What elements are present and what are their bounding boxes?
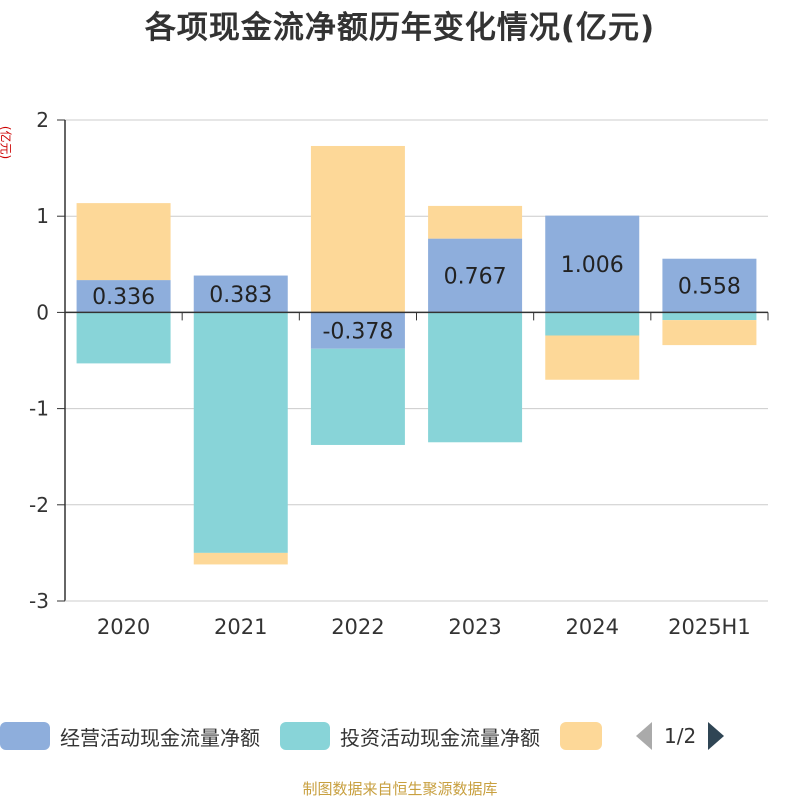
x-tick-label: 2025H1 <box>668 615 751 639</box>
source-note: 制图数据来自恒生聚源数据库 <box>302 780 498 798</box>
legend: 经营活动现金流量净额 投资活动现金流量净额 1/2 <box>0 716 800 756</box>
legend-item-investing[interactable]: 投资活动现金流量净额 <box>280 722 540 751</box>
bar-operating-2024[interactable] <box>545 215 640 313</box>
bar-financing-2024[interactable] <box>545 335 640 380</box>
x-tick-label: 2023 <box>448 615 501 639</box>
data-label: 0.767 <box>444 265 507 290</box>
y-tick-label: -3 <box>29 589 49 613</box>
pager-prev-icon[interactable] <box>636 722 652 750</box>
legend-pager: 1/2 <box>636 722 725 750</box>
y-tick-label: 1 <box>36 204 49 228</box>
y-tick-label: -1 <box>29 397 49 421</box>
bar-operating-2020[interactable] <box>76 280 171 313</box>
bar-operating-2023[interactable] <box>428 238 523 313</box>
bar-investing-2021[interactable] <box>193 312 288 553</box>
bar-operating-2021[interactable] <box>193 275 288 313</box>
x-tick-label: 2020 <box>97 615 150 639</box>
y-tick-label: 2 <box>36 108 49 132</box>
pager-text: 1/2 <box>664 724 697 748</box>
x-tick-label: 2024 <box>566 615 619 639</box>
bar-financing-2022[interactable] <box>310 145 405 313</box>
data-label: 0.558 <box>678 275 741 300</box>
chart-title: 各项现金流净额历年变化情况(亿元) <box>144 10 656 46</box>
legend-swatch-investing <box>280 722 330 750</box>
x-tick-label: 2021 <box>214 615 267 639</box>
x-tick-label: 2022 <box>331 615 384 639</box>
bar-financing-2020[interactable] <box>76 203 171 281</box>
bar-operating-2022[interactable] <box>310 312 405 349</box>
legend-label-investing: 投资活动现金流量净额 <box>340 725 540 750</box>
bar-investing-2025H1[interactable] <box>662 312 757 321</box>
bar-operating-2025H1[interactable] <box>662 258 757 313</box>
bar-investing-2022[interactable] <box>310 348 405 445</box>
bar-investing-2020[interactable] <box>76 312 171 364</box>
bar-financing-2025H1[interactable] <box>662 320 757 346</box>
y-tick-label: 0 <box>36 300 49 324</box>
bar-financing-2023[interactable] <box>428 205 523 239</box>
pager-next-icon[interactable] <box>708 722 725 750</box>
bar-financing-2021[interactable] <box>193 552 288 565</box>
data-label: 1.006 <box>561 253 624 278</box>
y-tick-label: -2 <box>29 493 49 517</box>
data-label: 0.336 <box>92 285 155 310</box>
legend-item-operating[interactable]: 经营活动现金流量净额 <box>0 722 260 751</box>
legend-item-financing[interactable] <box>560 722 612 750</box>
data-label: 0.383 <box>209 283 272 308</box>
legend-label-operating: 经营活动现金流量净额 <box>60 725 260 750</box>
bar-investing-2023[interactable] <box>428 312 523 443</box>
data-label: -0.378 <box>322 320 393 345</box>
legend-swatch-operating <box>0 722 50 750</box>
legend-swatch-financing <box>560 722 602 750</box>
bar-investing-2024[interactable] <box>545 312 640 336</box>
